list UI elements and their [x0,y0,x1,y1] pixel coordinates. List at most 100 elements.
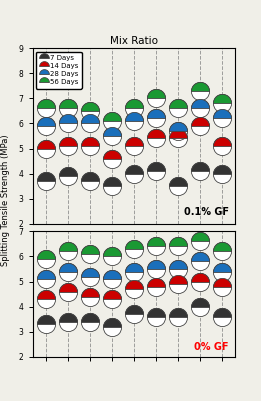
Point [66,268,70,275]
Point [176,105,180,111]
Point [176,183,180,189]
Point [220,143,224,149]
Point [88,120,92,127]
Point [66,120,70,127]
Point [66,120,70,127]
Point [66,288,70,295]
Point [154,135,158,142]
Point [66,143,70,149]
Point [176,135,180,142]
Point [110,253,114,260]
Point [220,284,224,290]
Point [198,278,202,285]
Point [66,173,70,179]
Title: Mix Ratio: Mix Ratio [110,36,158,46]
Point [88,178,92,184]
Point [220,143,224,149]
Point [88,318,92,325]
Point [44,296,48,302]
Point [66,268,70,275]
Point [88,294,92,300]
Point [198,123,202,129]
Point [220,268,224,275]
Point [198,258,202,265]
Point [44,296,48,302]
Legend: 7 Days, 14 Days, 28 Days, 56 Days: 7 Days, 14 Days, 28 Days, 56 Days [36,52,82,89]
Point [88,108,92,114]
Point [154,168,158,174]
Point [220,115,224,122]
Point [110,324,114,330]
Point [154,243,158,250]
Point [198,105,202,111]
Point [44,105,48,111]
Text: 0% GF: 0% GF [194,342,229,352]
Point [198,87,202,94]
Point [132,286,136,292]
Point [110,118,114,124]
Point [44,321,48,328]
Point [132,143,136,149]
Point [66,143,70,149]
Point [110,276,114,282]
Point [176,135,180,142]
Point [220,314,224,320]
Point [88,143,92,149]
Point [176,314,180,320]
Point [44,276,48,282]
Point [154,243,158,250]
Point [198,278,202,285]
Point [198,87,202,94]
Point [110,276,114,282]
Point [110,253,114,260]
Point [198,304,202,310]
Point [198,258,202,265]
Point [198,168,202,174]
Point [154,314,158,320]
Point [88,273,92,280]
Point [132,143,136,149]
Point [220,100,224,107]
Point [44,178,48,184]
Point [154,115,158,122]
Point [110,183,114,189]
Point [176,128,180,134]
Point [44,145,48,152]
Point [66,318,70,325]
Point [220,100,224,107]
Point [132,170,136,177]
Point [110,155,114,162]
Point [110,183,114,189]
Point [132,246,136,252]
Point [132,268,136,275]
Point [154,266,158,272]
Point [44,321,48,328]
Point [88,318,92,325]
Point [176,266,180,272]
Point [154,284,158,290]
Point [198,105,202,111]
Point [110,133,114,139]
Point [154,266,158,272]
Point [132,268,136,275]
Point [44,145,48,152]
Point [154,95,158,101]
Point [132,286,136,292]
Point [88,120,92,127]
Point [176,105,180,111]
Point [110,155,114,162]
Point [154,135,158,142]
Point [176,243,180,250]
Point [110,133,114,139]
Point [132,311,136,318]
Point [132,118,136,124]
Point [88,108,92,114]
Point [132,311,136,318]
Point [176,128,180,134]
Point [220,284,224,290]
Point [132,246,136,252]
Point [198,238,202,245]
Point [66,288,70,295]
Point [132,170,136,177]
Point [176,183,180,189]
